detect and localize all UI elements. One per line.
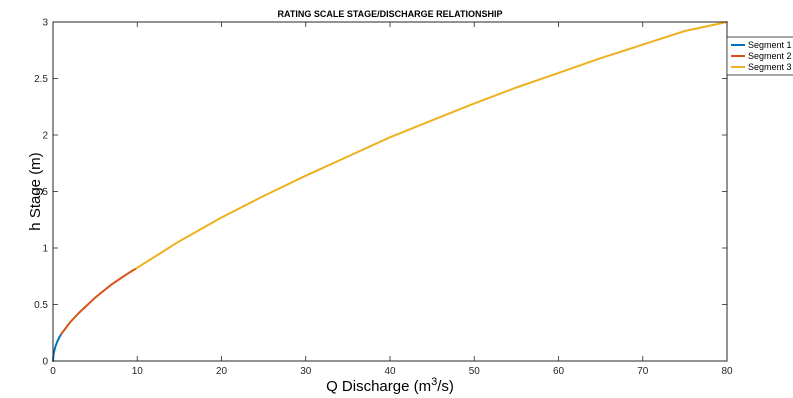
- y-tick-label: 3: [42, 18, 48, 29]
- y-tick-label: 0.5: [34, 300, 48, 311]
- legend-label: Segment 2: [748, 51, 792, 61]
- x-axis-label: Q Discharge (m3/s): [326, 376, 454, 395]
- y-tick-label: 1: [42, 244, 48, 255]
- x-tick-label: 10: [132, 366, 144, 377]
- x-tick-label: 20: [216, 366, 228, 377]
- legend-label: Segment 3: [748, 62, 792, 72]
- x-tick-label: 40: [384, 366, 396, 377]
- series-line-segment-3: [135, 21, 728, 270]
- x-tick-label: 30: [300, 366, 312, 377]
- plot-frame: [52, 21, 728, 362]
- x-tick-label: 60: [553, 366, 565, 377]
- x-tick-label: 50: [469, 366, 481, 377]
- x-tick-label: 0: [50, 366, 56, 377]
- y-tick-label: 0: [42, 357, 48, 368]
- x-tick-label: 80: [721, 366, 733, 377]
- legend-label: Segment 1: [748, 40, 792, 50]
- series-line-segment-1: [52, 332, 63, 362]
- series-line-segment-2: [60, 267, 138, 335]
- y-tick-label: 2: [42, 131, 48, 142]
- y-axis-label: h Stage (m): [27, 152, 44, 230]
- y-tick-label: 2.5: [34, 74, 48, 85]
- y-tick-label: 1.5: [34, 187, 48, 198]
- x-tick-label: 70: [637, 366, 649, 377]
- chart-title: RATING SCALE STAGE/DISCHARGE RELATIONSHI…: [277, 9, 502, 19]
